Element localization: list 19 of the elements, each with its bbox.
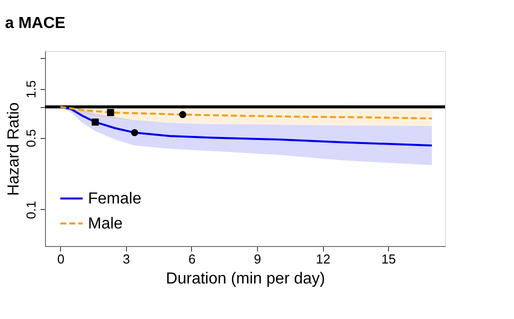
chart-title: a MACE [5, 15, 66, 32]
y-tick-label: 1.5 [24, 80, 38, 98]
y-tick-label: 0.5 [24, 129, 38, 148]
x-tick-label: 12 [316, 252, 330, 266]
legend-label: Male [88, 216, 123, 232]
line-series [59, 106, 433, 120]
x-tick-label: 9 [254, 252, 262, 266]
legend-label: Female [88, 190, 142, 208]
x-tick-label: 6 [188, 252, 196, 266]
point [179, 111, 186, 118]
x-tick-label: 0 [57, 252, 64, 266]
x-axis-title: Duration (min per day) [166, 270, 326, 288]
y-tick-label: 0.1 [24, 200, 38, 219]
x-tick-label: 15 [381, 252, 396, 266]
y-axis-title: Hazard Ratio [6, 102, 22, 196]
point [131, 129, 138, 136]
point [92, 118, 99, 126]
x-tick-label: 3 [122, 252, 130, 266]
point [107, 108, 114, 116]
